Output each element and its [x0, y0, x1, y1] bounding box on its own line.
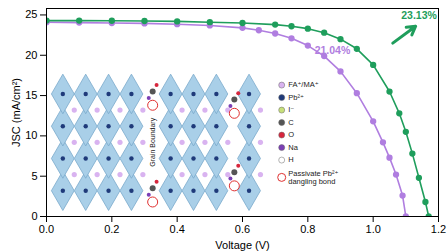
svg-text:Pb²⁺: Pb²⁺ [288, 93, 304, 102]
svg-text:I⁻: I⁻ [288, 105, 294, 114]
svg-text:0.8: 0.8 [300, 223, 315, 235]
svg-text:10: 10 [25, 129, 37, 141]
svg-text:0: 0 [31, 210, 37, 222]
svg-text:15: 15 [25, 89, 37, 101]
svg-text:25: 25 [25, 8, 37, 20]
svg-text:5: 5 [31, 170, 37, 182]
svg-text:O: O [288, 130, 294, 139]
svg-text:H: H [288, 155, 293, 164]
svg-text:C: C [288, 118, 294, 127]
svg-text:1.2: 1.2 [431, 223, 446, 235]
svg-text:23.13%: 23.13% [401, 9, 437, 21]
svg-text:0.4: 0.4 [170, 223, 185, 235]
svg-text:20: 20 [25, 49, 37, 61]
svg-text:Grain Boundary: Grain Boundary [149, 117, 157, 167]
svg-text:Passivate Pb²⁺dangling bond: Passivate Pb²⁺dangling bond [288, 169, 338, 186]
svg-text:0.2: 0.2 [104, 223, 119, 235]
svg-text:21.04%: 21.04% [315, 44, 351, 56]
svg-text:FA⁺/MA⁺: FA⁺/MA⁺ [288, 80, 318, 89]
svg-text:Voltage (V): Voltage (V) [215, 239, 269, 251]
svg-text:Na: Na [288, 143, 298, 152]
svg-text:1.0: 1.0 [366, 223, 381, 235]
svg-text:0.6: 0.6 [235, 223, 250, 235]
svg-text:0.0: 0.0 [39, 223, 54, 235]
svg-text:JSC (mA/cm²): JSC (mA/cm²) [10, 78, 22, 147]
